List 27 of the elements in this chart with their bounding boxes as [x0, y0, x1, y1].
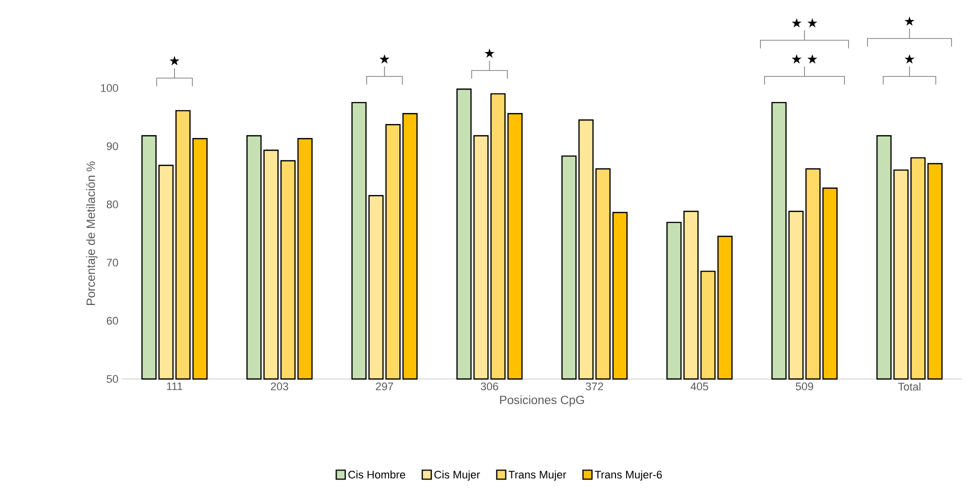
text: ★ [484, 48, 494, 58]
x-axis-title: Posiciones CpG [500, 395, 584, 407]
y-tick-label: 70 [106, 258, 118, 266]
x-tick-label: 405 [690, 382, 708, 390]
text: ★ ★ [792, 18, 818, 28]
legend-label: Trans Mujer-6 [594, 470, 662, 481]
x-tick-label: 297 [376, 382, 394, 390]
text: ★ [170, 56, 180, 66]
x-tick-label: Total [898, 382, 920, 391]
y-tick-label: 60 [106, 316, 118, 325]
y-tick-label: 80 [106, 200, 118, 208]
text: ★ [904, 54, 914, 64]
x-tick-label: 111 [167, 382, 182, 390]
y-tick-label: 100 [101, 84, 118, 92]
legend-label: Trans Mujer [508, 470, 566, 481]
legend-label: Cis Mujer [434, 470, 480, 481]
text: ★ [380, 54, 390, 64]
x-tick-label: 203 [270, 382, 288, 390]
y-axis-title: Porcentaje de Metilación % [86, 162, 98, 305]
legend-label: Cis Hombre [348, 470, 406, 479]
x-tick-label: 372 [586, 382, 604, 390]
x-tick-label: 509 [796, 382, 814, 390]
y-tick-label: 90 [106, 142, 118, 150]
text: ★ [904, 16, 914, 26]
text: ★ ★ [792, 54, 818, 64]
x-tick-label: 306 [480, 382, 498, 390]
y-tick-label: 50 [106, 375, 118, 383]
